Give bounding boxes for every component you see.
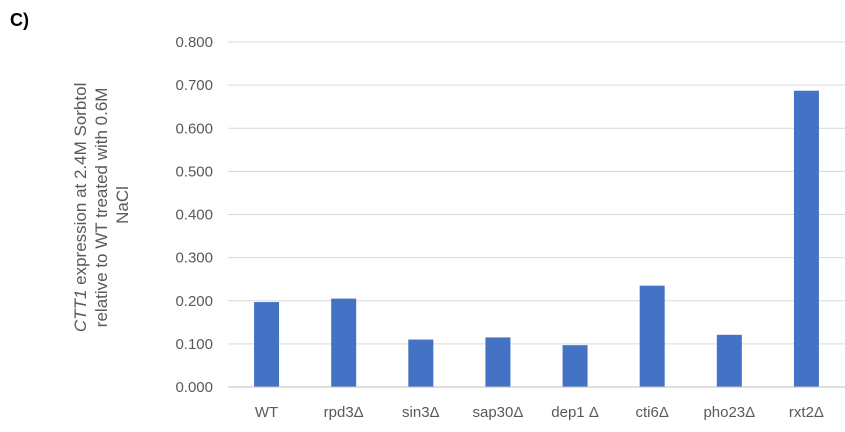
y-axis-label-line-2: relative to WT treated with 0.6M <box>92 88 111 328</box>
x-tick-label: cti6Δ <box>636 404 669 421</box>
y-axis-label-gene: CTT1 <box>71 290 90 333</box>
bar-5 <box>639 285 665 387</box>
bar-4 <box>562 345 588 387</box>
gridlines <box>228 41 845 345</box>
x-tick-label: sin3Δ <box>402 404 440 421</box>
bar-7 <box>793 90 819 387</box>
x-tick-label: WT <box>255 404 278 421</box>
y-tick-labels: 0.000 0.100 0.200 0.300 0.400 0.500 0.600 0.700… <box>175 34 213 396</box>
y-tick-label: 0.800 <box>175 34 213 51</box>
bar-0 <box>254 302 280 387</box>
x-tick-label: rpd3Δ <box>324 404 364 421</box>
x-tick-label: pho23Δ <box>703 404 755 421</box>
y-tick-label: 0.100 <box>175 336 213 353</box>
y-axis-label-line-1: CTT1 expression at 2.4M Sorbtol <box>71 83 90 332</box>
y-tick-label: 0.600 <box>175 120 213 137</box>
x-tick-labels: WT rpd3Δ sin3Δ sap30Δ dep1 Δ cti6Δ pho23Δ rxt2Δ <box>255 404 824 421</box>
x-tick-label: dep1 Δ <box>551 404 599 421</box>
bar-1 <box>331 298 357 387</box>
bar-3 <box>485 337 511 387</box>
x-tick-label: rxt2Δ <box>789 404 824 421</box>
y-tick-label: 0.000 <box>175 379 213 396</box>
y-axis-label-line-1-rest: expression at 2.4M Sorbtol <box>71 83 90 290</box>
bar-6 <box>716 334 742 387</box>
bar-2 <box>408 339 434 387</box>
y-tick-label: 0.700 <box>175 77 213 94</box>
y-tick-label: 0.200 <box>175 293 213 310</box>
bars <box>254 90 819 387</box>
x-tick-label: sap30Δ <box>472 404 523 421</box>
y-tick-label: 0.500 <box>175 163 213 180</box>
panel-label: C) <box>10 10 29 30</box>
y-tick-label: 0.300 <box>175 250 213 267</box>
y-axis-label-line-3: NaCl <box>113 186 132 224</box>
y-axis-label: CTT1 expression at 2.4M Sorbtol relative… <box>71 78 132 332</box>
y-tick-label: 0.400 <box>175 207 213 224</box>
